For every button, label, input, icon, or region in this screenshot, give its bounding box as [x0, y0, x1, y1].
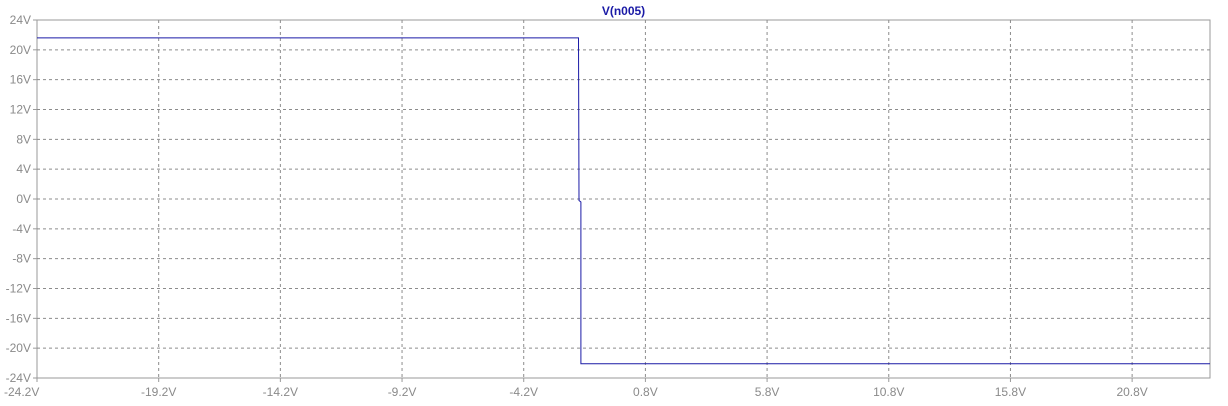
y-tick-label: 16V — [10, 73, 31, 87]
y-tick-label: -4V — [12, 222, 31, 236]
y-tick-label: -16V — [6, 311, 31, 325]
x-tick-label: -4.2V — [509, 385, 538, 399]
grid-layer — [37, 20, 1210, 378]
y-tick-label: -20V — [6, 341, 31, 355]
x-tick-label: 0.8V — [633, 385, 658, 399]
series-line-v-n005 — [37, 37, 1210, 365]
x-tick-label: -14.2V — [263, 385, 298, 399]
trace-layer — [37, 37, 1210, 365]
x-tick-label: -24.2V — [4, 385, 39, 399]
y-tick-label: 20V — [10, 43, 31, 57]
x-tick-label: 15.8V — [995, 385, 1026, 399]
trace-title-v-n005[interactable]: V(n005) — [602, 4, 645, 18]
x-tick-label: 5.8V — [755, 385, 780, 399]
x-axis-ticks: -24.2V -19.2V -14.2V -9.2V -4.2V 0.8V 5.8V 10.8… — [4, 378, 1148, 399]
y-tick-label: 24V — [10, 13, 31, 27]
y-tick-label: 0V — [16, 192, 31, 206]
y-tick-label: 8V — [16, 132, 31, 146]
x-tick-label: -19.2V — [141, 385, 176, 399]
x-tick-label: -9.2V — [388, 385, 417, 399]
x-tick-label: 10.8V — [873, 385, 904, 399]
y-tick-label: -12V — [6, 282, 31, 296]
x-tick-label: 20.8V — [1116, 385, 1147, 399]
y-tick-label: 12V — [10, 103, 31, 117]
y-tick-label: 4V — [16, 162, 31, 176]
y-tick-label: -8V — [12, 252, 31, 266]
y-axis-ticks: 24V 20V 16V 12V 8V 4V 0V -4V -8V -12V -16V -20V -24V — [6, 13, 37, 385]
y-tick-label: -24V — [6, 371, 31, 385]
